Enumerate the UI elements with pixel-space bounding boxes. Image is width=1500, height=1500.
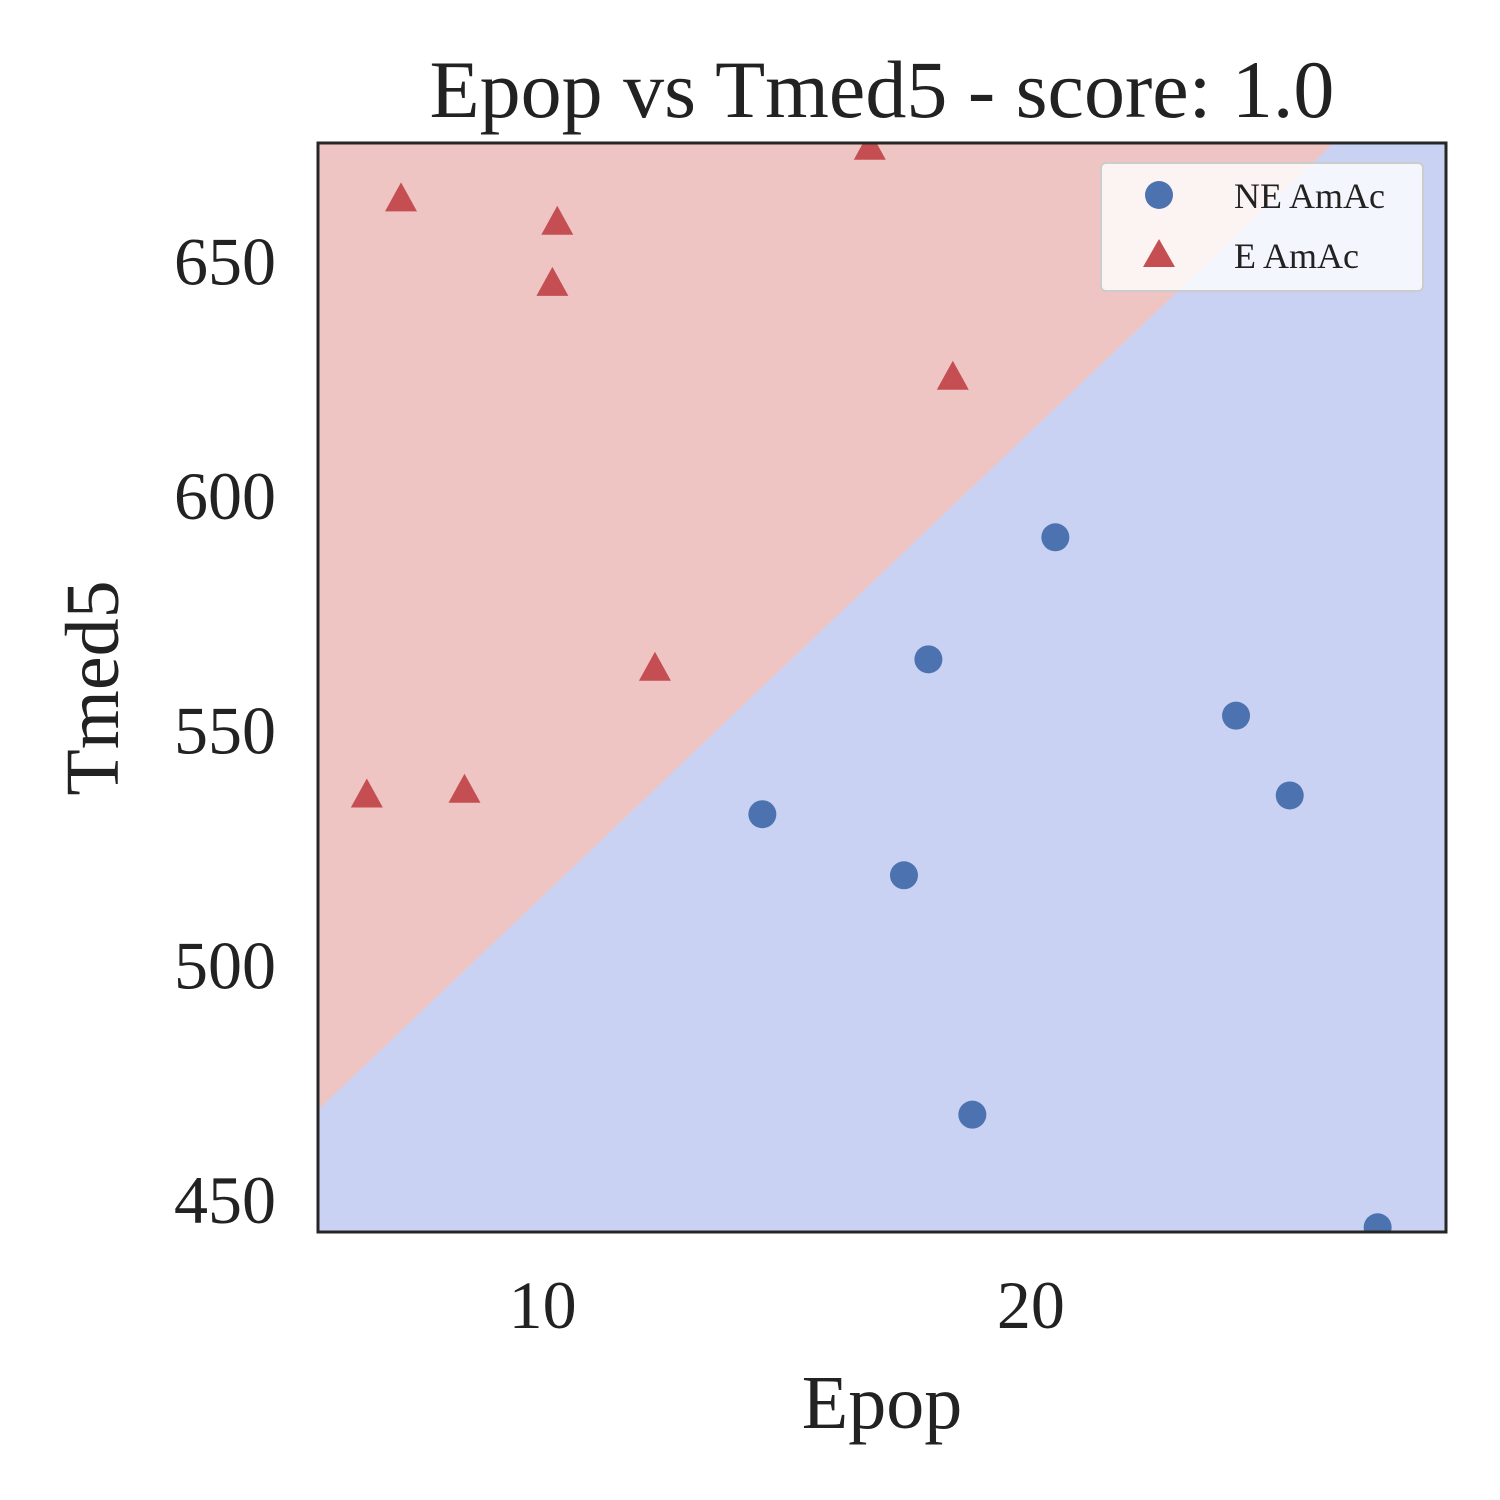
data-point-ne-amac-2: [889, 861, 918, 890]
data-point-e-amac-1: [350, 778, 383, 808]
data-points: [350, 143, 1392, 1232]
legend-marker-e-amac: [1143, 239, 1175, 267]
x-axis-ticks: 10 20: [509, 1267, 1065, 1343]
x-axis-label: Epop: [802, 1361, 962, 1445]
data-point-ne-amac-4: [958, 1100, 987, 1129]
x-tick-label-20: 20: [997, 1267, 1065, 1343]
y-axis-ticks: 450 500 550 600 650: [174, 223, 276, 1238]
y-tick-label-500: 500: [174, 927, 276, 1003]
y-axis-label: Tmed5: [51, 580, 135, 795]
legend: NE AmAc E AmAc: [1100, 162, 1424, 292]
data-point-e-amac-5: [541, 205, 574, 235]
y-tick-label-650: 650: [174, 223, 276, 299]
data-point-e-amac-2: [385, 182, 418, 212]
data-point-e-amac-4: [536, 266, 569, 296]
data-point-ne-amac-5: [1041, 523, 1070, 552]
y-tick-label-450: 450: [174, 1162, 276, 1238]
data-point-e-amac-8: [936, 360, 969, 390]
data-point-ne-amac-8: [1363, 1213, 1392, 1232]
data-point-e-amac-7: [853, 143, 886, 160]
legend-label-e-amac: E AmAc: [1234, 236, 1359, 276]
data-point-ne-amac-3: [914, 645, 943, 674]
legend-box: [1100, 162, 1424, 292]
plot-frame: [316, 141, 1448, 1234]
y-tick-label-600: 600: [174, 458, 276, 534]
data-point-e-amac-6: [638, 651, 671, 681]
data-point-ne-amac-7: [1275, 781, 1304, 810]
data-point-e-amac-3: [448, 773, 481, 803]
data-point-ne-amac-6: [1222, 701, 1251, 730]
legend-label-ne-amac: NE AmAc: [1234, 176, 1385, 216]
chart-title: Epop vs Tmed5 - score: 1.0: [430, 44, 1335, 135]
x-tick-label-10: 10: [509, 1267, 577, 1343]
legend-marker-ne-amac: [1145, 181, 1173, 209]
data-point-ne-amac-1: [748, 800, 777, 829]
y-tick-label-550: 550: [174, 693, 276, 769]
